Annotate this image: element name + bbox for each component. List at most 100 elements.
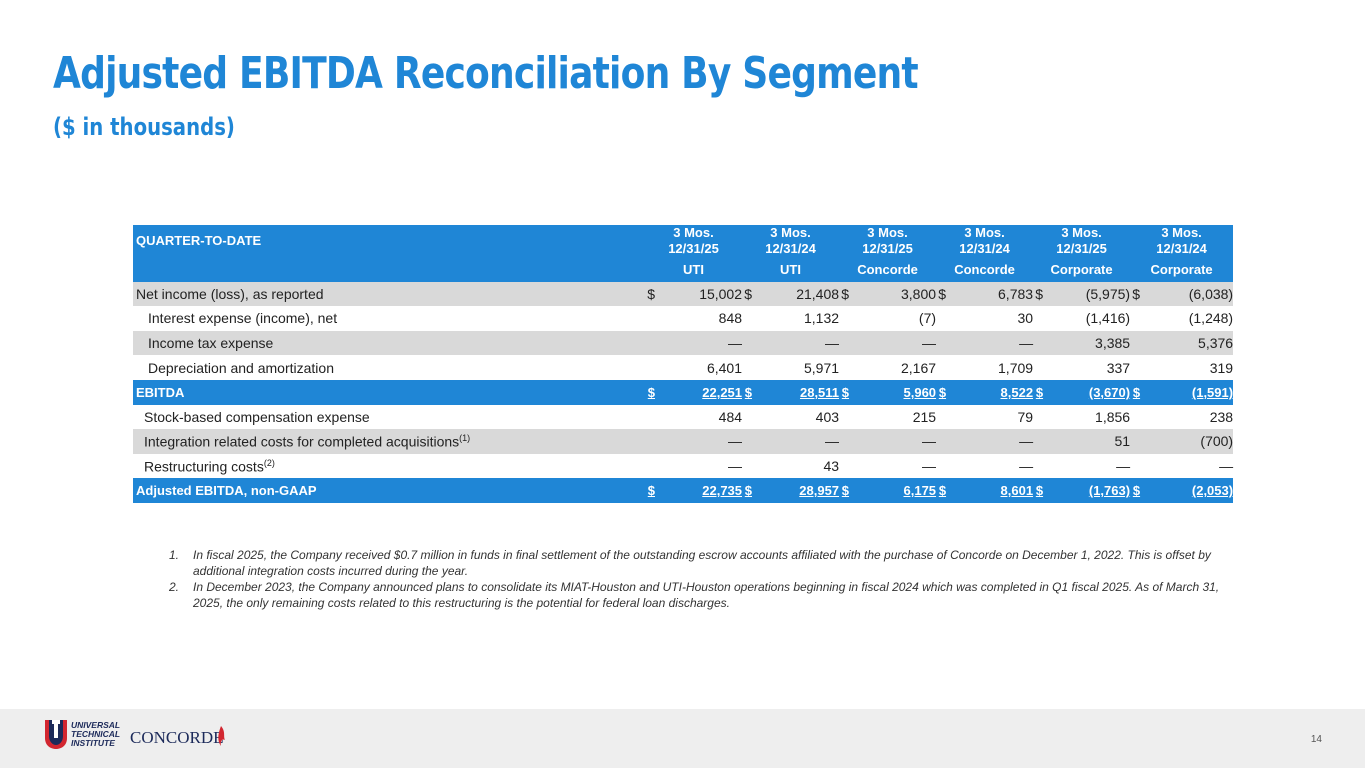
column-header: 3 Mos. 12/31/24 xyxy=(742,225,840,257)
header-row-segments: UTI UTI Concorde Concorde Corporate Corp… xyxy=(133,257,1234,282)
footer-bar xyxy=(0,709,1365,768)
table-cell: 6,175 xyxy=(849,478,937,503)
header-row-periods: QUARTER-TO-DATE 3 Mos. 12/31/25 3 Mos. 12/… xyxy=(133,225,1234,257)
table-cell: 403 xyxy=(752,404,840,430)
column-header: 3 Mos. 12/31/25 xyxy=(645,225,743,257)
table-cell: 79 xyxy=(946,404,1034,430)
table-cell: — xyxy=(946,453,1034,479)
row-label: Depreciation and amortization xyxy=(133,355,645,380)
segment-header: Corporate xyxy=(1130,257,1234,282)
table-cell: 5,960 xyxy=(849,379,937,405)
currency-symbol: $ xyxy=(936,281,947,307)
table-cell: — xyxy=(849,330,937,356)
currency-symbol: $ xyxy=(839,478,850,503)
table-cell: (1,416) xyxy=(1043,306,1131,331)
table-cell: 3,385 xyxy=(1043,330,1131,356)
currency-symbol: $ xyxy=(742,379,753,405)
table-cell: 215 xyxy=(849,404,937,430)
currency-symbol: $ xyxy=(936,379,947,405)
table-cell: 6,401 xyxy=(655,355,743,380)
table-cell: 1,132 xyxy=(752,306,840,331)
column-period: 3 Mos. xyxy=(673,225,714,240)
column-date: 12/31/24 xyxy=(959,241,1010,256)
table-cell: — xyxy=(1140,453,1234,479)
table-cell: — xyxy=(752,429,840,454)
currency-symbol: $ xyxy=(742,281,753,307)
currency-symbol: $ xyxy=(1130,478,1141,503)
table-row-net-income: Net income (loss), as reported $15,002 $… xyxy=(133,281,1234,307)
table-cell: 22,251 xyxy=(655,379,743,405)
uti-logo-line: TECHNICAL xyxy=(71,729,120,739)
row-label: Income tax expense xyxy=(133,330,645,356)
row-label: Adjusted EBITDA, non-GAAP xyxy=(133,478,645,503)
column-date: 12/31/24 xyxy=(765,241,816,256)
table-cell: 8,522 xyxy=(946,379,1034,405)
table-cell: 51 xyxy=(1043,429,1131,454)
table-cell: 1,856 xyxy=(1043,404,1131,430)
currency-symbol: $ xyxy=(1130,281,1141,307)
table-cell: 337 xyxy=(1043,355,1131,380)
currency-symbol: $ xyxy=(839,281,850,307)
segment-header: Concorde xyxy=(839,257,937,282)
table-cell: — xyxy=(655,330,743,356)
column-period: 3 Mos. xyxy=(964,225,1005,240)
uti-logo-line: UNIVERSAL xyxy=(71,720,120,730)
footnote-text: In December 2023, the Company announced … xyxy=(193,580,1220,610)
currency-symbol: $ xyxy=(645,379,655,405)
table-cell: 319 xyxy=(1140,355,1234,380)
column-header: 3 Mos. 12/31/24 xyxy=(1130,225,1234,257)
footnote-number: 1. xyxy=(169,548,180,562)
currency-symbol: $ xyxy=(1033,478,1044,503)
table-cell: — xyxy=(655,453,743,479)
table-cell: 22,735 xyxy=(655,478,743,503)
currency-symbol: $ xyxy=(1130,379,1141,405)
currency-symbol: $ xyxy=(645,281,655,307)
table-cell: 238 xyxy=(1140,404,1234,430)
page-subtitle: ($ in thousands) xyxy=(53,113,235,141)
column-date: 12/31/25 xyxy=(668,241,719,256)
row-label: Integration related costs for completed … xyxy=(133,429,645,454)
table-cell: 484 xyxy=(655,404,743,430)
table-cell: 848 xyxy=(655,306,743,331)
column-period: 3 Mos. xyxy=(1161,225,1202,240)
table-row-depreciation: Depreciation and amortization 6,401 5,97… xyxy=(133,355,1234,380)
table-row-integration-costs: Integration related costs for completed … xyxy=(133,429,1234,454)
concorde-logo: CONCORDE xyxy=(130,726,225,747)
table-cell: (3,670) xyxy=(1043,379,1131,405)
table-cell: 28,957 xyxy=(752,478,840,503)
table-cell: — xyxy=(752,330,840,356)
column-period: 3 Mos. xyxy=(770,225,811,240)
currency-symbol: $ xyxy=(1033,379,1044,405)
table-cell: 28,511 xyxy=(752,379,840,405)
row-label: Net income (loss), as reported xyxy=(133,281,645,307)
table-cell: 5,376 xyxy=(1140,330,1234,356)
table-cell: 6,783 xyxy=(946,281,1034,307)
segment-header-spacer xyxy=(133,257,645,282)
footnote-ref: (2) xyxy=(263,457,275,468)
table-cell: (700) xyxy=(1140,429,1234,454)
table-cell: (1,763) xyxy=(1043,478,1131,503)
table-cell: (6,038) xyxy=(1140,281,1234,307)
table-cell: — xyxy=(946,330,1034,356)
currency-symbol: $ xyxy=(936,478,947,503)
column-header: 3 Mos. 12/31/25 xyxy=(839,225,937,257)
row-label: Stock-based compensation expense xyxy=(133,404,645,430)
column-period: 3 Mos. xyxy=(867,225,908,240)
table-cell: — xyxy=(1043,453,1131,479)
column-header: 3 Mos. 12/31/24 xyxy=(936,225,1034,257)
footnote-item: 2. In December 2023, the Company announc… xyxy=(169,579,1239,611)
table-cell: 21,408 xyxy=(752,281,840,307)
column-header: 3 Mos. 12/31/25 xyxy=(1033,225,1131,257)
footnote-ref: (1) xyxy=(459,433,471,444)
footnote-number: 2. xyxy=(169,580,180,594)
table-cell: 15,002 xyxy=(655,281,743,307)
segment-header: Corporate xyxy=(1033,257,1131,282)
table-cell: (2,053) xyxy=(1140,478,1234,503)
footnotes: 1. In fiscal 2025, the Company received … xyxy=(169,547,1239,611)
table-cell: (1,591) xyxy=(1140,379,1234,405)
table-row-ebitda: EBITDA $22,251 $28,511 $5,960 $8,522 $ (3… xyxy=(133,379,1234,405)
table-cell: 43 xyxy=(752,453,840,479)
table-cell: 1,709 xyxy=(946,355,1034,380)
table-cell: 8,601 xyxy=(946,478,1034,503)
uti-logo-line: INSTITUTE xyxy=(71,738,115,748)
